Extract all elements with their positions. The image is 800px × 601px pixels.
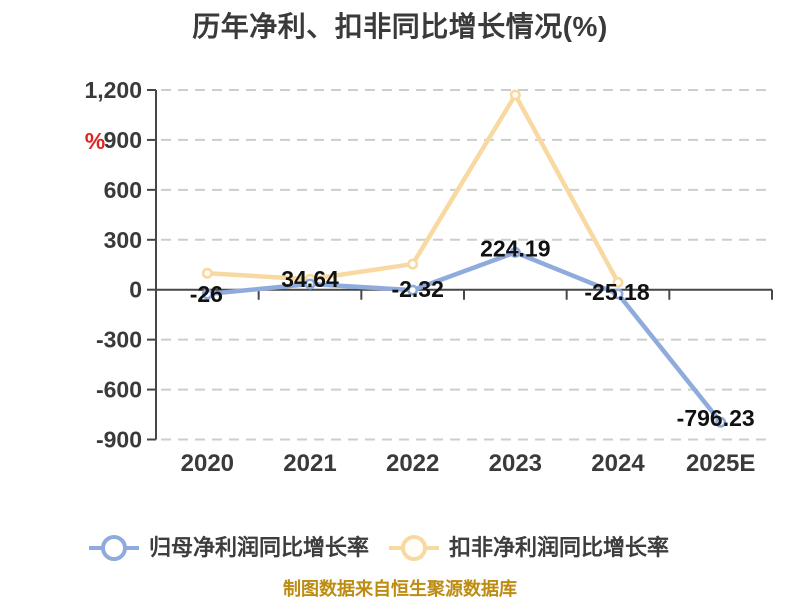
y-tick-label: 300 [104,227,142,253]
x-tick-label: 2025E [686,450,755,477]
data-point [201,267,213,279]
chart-title: 历年净利、扣非同比增长情况(%) [192,11,608,42]
legend-label-parent-net-profit: 归母净利润同比增长率 [149,535,370,560]
legend-marker-blue-icon [89,535,139,561]
y-tick-label: -300 [96,327,142,353]
gridlines [161,89,772,441]
x-tick-label: 2020 [181,450,234,477]
series-markers-0 [201,246,727,428]
data-point [407,258,419,270]
x-tick-label: 2023 [489,450,542,477]
data-point-label: 34.64 [281,266,339,292]
series-line-1 [205,92,621,285]
data-point [715,416,727,428]
y-tick-label: -900 [96,427,142,453]
data-point [304,278,316,290]
data-point [201,288,213,300]
x-tick-label: 2024 [591,450,645,477]
legend: 归母净利润同比增长率 扣非净利润同比增长率 [89,532,669,564]
y-tick-label: -600 [96,377,142,403]
legend-label-deducted-net-profit: 扣非净利润同比增长率 [449,535,670,560]
data-source-note: 制图数据来自恒生聚源数据库 [283,579,517,599]
data-point [407,284,419,296]
data-point-label: -25.18 [584,279,649,305]
data-point-label: -2.32 [391,276,443,302]
legend-marker-yellow-icon [389,535,440,561]
data-point [612,276,624,288]
data-point [612,288,624,300]
data-point-label: 224.19 [480,235,550,261]
y-tick-label: 600 [104,177,142,203]
legend-circle-yellow [401,535,428,561]
x-tick-label: 2022 [386,450,439,477]
data-point [509,246,521,258]
x-axis: 2020 2021 2022 2023 2024 2025E [155,288,773,477]
y-tick-label: 1,200 [84,77,142,103]
series-markers-1 [201,89,624,288]
data-point-label: -26 [190,281,223,307]
legend-circle-blue [101,535,127,561]
y-tick-label: 0 [129,277,142,303]
data-point-label: -796.23 [677,405,755,431]
x-tick-label: 2021 [283,450,336,477]
y-axis-unit-label: % [85,128,105,154]
legend-item-parent-net-profit[interactable]: 归母净利润同比增长率 [89,532,369,564]
legend-item-deducted-net-profit[interactable]: 扣非净利润同比增长率 [389,532,669,564]
series-line-0 [205,250,723,425]
y-axis: 1,200 900 600 300 0 -300 -600 -900% [84,77,157,453]
data-point [509,89,521,101]
data-labels: -26 34.64 -2.32 224.19 -25.18 -796.23 [190,235,755,431]
y-tick-label: 900 [104,127,142,153]
